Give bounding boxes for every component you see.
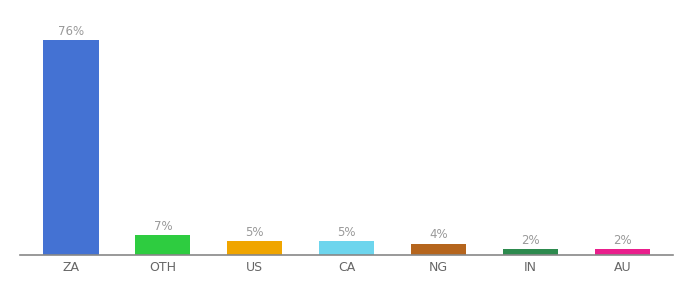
Text: 2%: 2% xyxy=(613,234,632,247)
Text: 7%: 7% xyxy=(154,220,172,233)
Bar xyxy=(135,235,190,255)
Text: 76%: 76% xyxy=(58,25,84,38)
Bar xyxy=(411,244,466,255)
Bar xyxy=(319,241,375,255)
Text: 4%: 4% xyxy=(430,228,448,242)
Text: 2%: 2% xyxy=(522,234,540,247)
Bar xyxy=(44,40,99,255)
Bar xyxy=(227,241,282,255)
Text: 5%: 5% xyxy=(245,226,264,238)
Bar xyxy=(595,249,650,255)
Text: 5%: 5% xyxy=(337,226,356,238)
Bar xyxy=(503,249,558,255)
